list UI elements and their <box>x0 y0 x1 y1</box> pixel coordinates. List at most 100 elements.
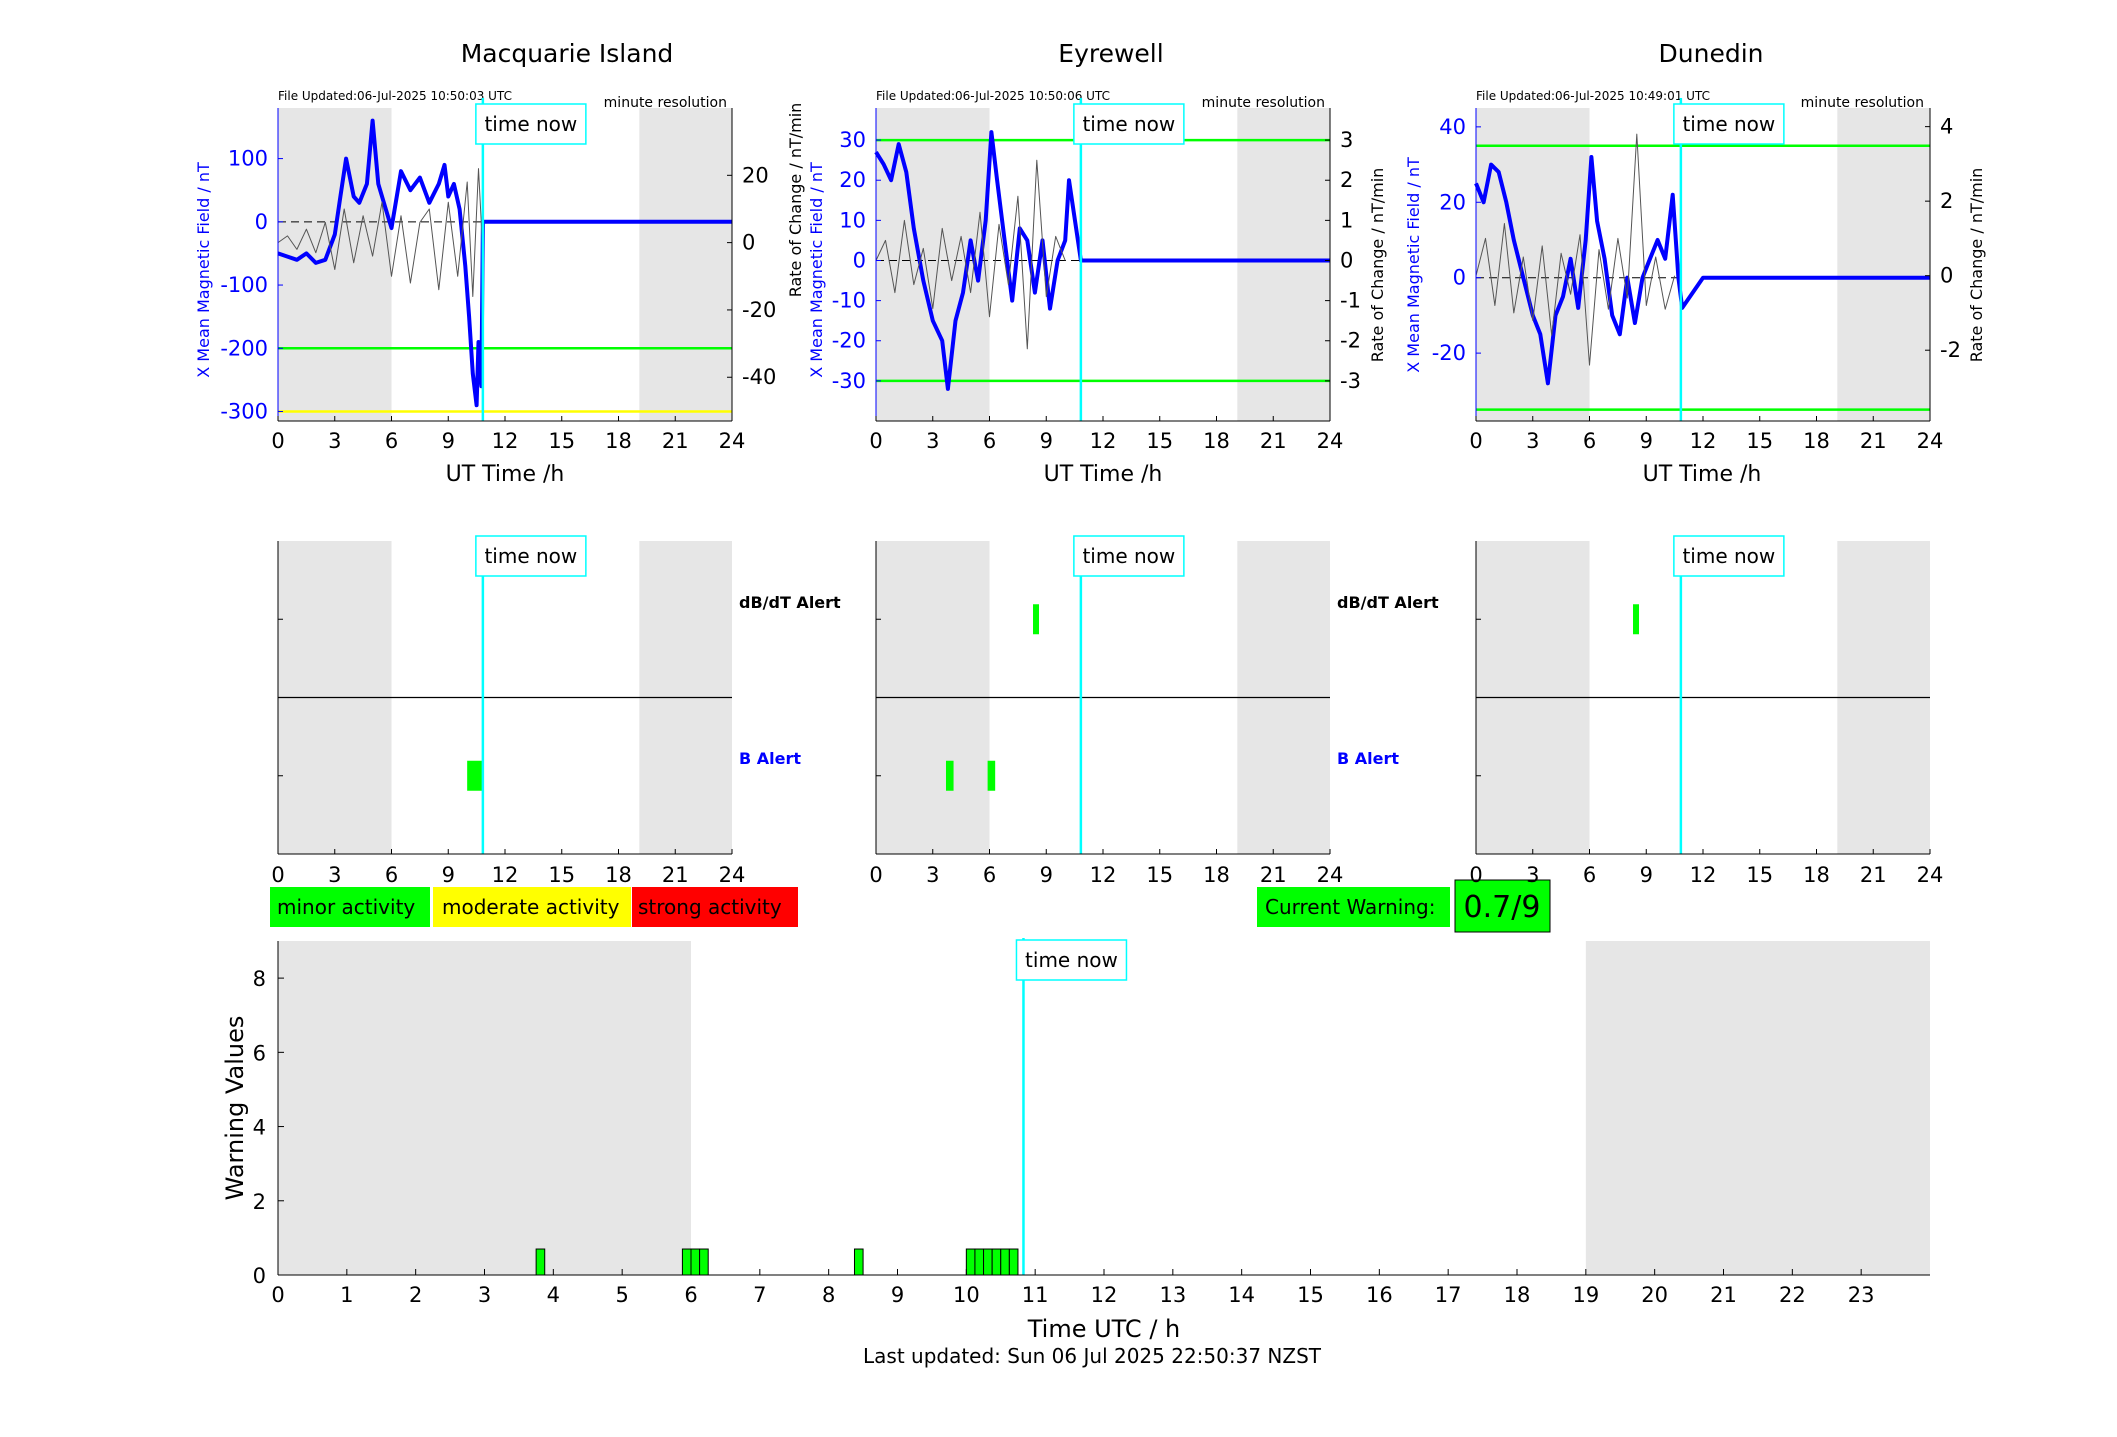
x-tick-label: 3 <box>926 863 939 887</box>
x-tick-label: 0 <box>271 429 284 453</box>
rate-series <box>1475 133 1676 366</box>
station-title-macquarie: Macquarie Island <box>461 39 674 68</box>
time-now-box <box>475 103 587 145</box>
alert-label-b-1: B Alert <box>739 749 801 768</box>
station-title-dunedin: Dunedin <box>1659 39 1764 68</box>
x-tick-label: 12 <box>1090 429 1117 453</box>
y-tick-label: -20 <box>1432 341 1466 365</box>
y-axis-label: Warning Values <box>221 1016 249 1201</box>
x-tick-label: 6 <box>385 429 398 453</box>
x-tick-label: 9 <box>442 429 455 453</box>
y-axis-left-label-dunedin: X Mean Magnetic Field / nT <box>1404 157 1423 373</box>
x-tick-label: 24 <box>719 863 746 887</box>
x-tick-label: 9 <box>1640 429 1653 453</box>
x-tick-label: 21 <box>662 863 689 887</box>
x-tick-label: 12 <box>1690 863 1717 887</box>
x-tick-label: 21 <box>1710 1283 1737 1307</box>
x-tick-label: 15 <box>548 429 575 453</box>
time-now-box <box>1015 939 1128 981</box>
x-tick-label: 3 <box>1526 863 1539 887</box>
resolution-dunedin: minute resolution <box>1801 95 1924 111</box>
night-shading <box>639 108 732 421</box>
x-tick-label: 3 <box>926 429 939 453</box>
file-updated-eyrewell: File Updated:06-Jul-2025 10:50:06 UTC <box>876 89 1110 103</box>
alert-labels: dB/dT Alert B Alert dB/dT Alert B Alert <box>739 593 1439 768</box>
time-now-label: time now <box>484 544 577 568</box>
x-tick-label: 14 <box>1228 1283 1255 1307</box>
x-tick-label: 24 <box>1917 863 1944 887</box>
y-tick-label: 100 <box>228 147 268 171</box>
x-tick-label: 24 <box>1317 429 1344 453</box>
x-axis-label: Time UTC / h <box>1027 1315 1181 1343</box>
y-axis-right-label-macquarie: Rate of Change / nT/min <box>786 103 805 298</box>
x-tick-label: 6 <box>684 1283 697 1307</box>
x-tick-label: 9 <box>1040 429 1053 453</box>
x-tick-label: 16 <box>1366 1283 1393 1307</box>
x-tick-label: 8 <box>822 1283 835 1307</box>
alert-label-dbdt-1: dB/dT Alert <box>739 593 841 612</box>
night-shading <box>876 108 990 421</box>
y-axis-left-label-eyrewell: X Mean Magnetic Field / nT <box>807 162 826 378</box>
x-tick-label: 20 <box>1641 1283 1668 1307</box>
x-tick-label: 10 <box>953 1283 980 1307</box>
x-tick-label: 0 <box>271 863 284 887</box>
station-title-eyrewell: Eyrewell <box>1058 39 1163 68</box>
warning-bar <box>699 1248 709 1276</box>
x-tick-label: 21 <box>1260 429 1287 453</box>
x-tick-label: 13 <box>1159 1283 1186 1307</box>
x-tick-label: 18 <box>1803 429 1830 453</box>
x-tick-label: 24 <box>1317 863 1344 887</box>
rate-series <box>875 159 1066 350</box>
warning-bar <box>1008 1248 1019 1276</box>
x-tick-label: 19 <box>1572 1283 1599 1307</box>
x-tick-label: 3 <box>328 429 341 453</box>
alert-label-b-2: B Alert <box>1337 749 1399 768</box>
x-tick-label: 21 <box>1260 863 1287 887</box>
night-shading <box>1237 108 1330 421</box>
time-now-box <box>1073 535 1185 577</box>
y-axis-labels-top: X Mean Magnetic Field / nT Rate of Chang… <box>194 103 1986 378</box>
y-tick-label: -200 <box>220 336 268 360</box>
x-tick-label: 18 <box>605 863 632 887</box>
x-axis-label-dunedin: UT Time /h <box>1643 462 1762 487</box>
x-tick-label: 11 <box>1022 1283 1049 1307</box>
alert-panel-2: time now 0 3 6 9 12 15 18 21 24 <box>869 535 1344 887</box>
y-tick-label: -300 <box>220 400 268 424</box>
y-tick-label: 2 <box>253 1190 266 1214</box>
x-tick-label: 18 <box>605 429 632 453</box>
time-now-box <box>475 535 587 577</box>
warning-bar <box>681 1248 692 1276</box>
field-series <box>874 130 1330 391</box>
y-tick-label: -10 <box>832 289 866 313</box>
legend-strong-label: strong activity <box>638 895 782 919</box>
time-now-label: time now <box>1025 948 1118 972</box>
resolution-macquarie: minute resolution <box>604 95 727 111</box>
y-tick-label: -100 <box>220 273 268 297</box>
y-right-tick-label: -2 <box>1340 329 1361 353</box>
time-now-label: time now <box>1682 112 1775 136</box>
x-tick-label: 21 <box>662 429 689 453</box>
dbdt-alert-mark <box>1633 604 1640 635</box>
time-now-box <box>1073 103 1185 145</box>
x-tick-label: 9 <box>1640 863 1653 887</box>
y-right-tick-label: 1 <box>1340 208 1353 232</box>
warning-bar <box>991 1248 1002 1276</box>
time-now-label: time now <box>1682 544 1775 568</box>
y-axis-right-label-dunedin: Rate of Change / nT/min <box>1967 168 1986 363</box>
y-tick-label: 8 <box>253 967 266 991</box>
y-tick-label: 20 <box>1439 190 1466 214</box>
time-now-label: time now <box>1082 544 1175 568</box>
x-tick-label: 7 <box>753 1283 766 1307</box>
x-axis-labels-top: UT Time /h UT Time /h UT Time /h <box>446 462 1762 487</box>
alert-label-dbdt-2: dB/dT Alert <box>1337 593 1439 612</box>
x-tick-label: 12 <box>1090 863 1117 887</box>
legend-moderate-label: moderate activity <box>442 895 620 919</box>
x-tick-label: 18 <box>1203 863 1230 887</box>
y-tick-label: 40 <box>1439 115 1466 139</box>
y-right-tick-label: 4 <box>1940 115 1953 139</box>
legend-minor-label: minor activity <box>277 895 415 919</box>
x-tick-label: 2 <box>409 1283 422 1307</box>
time-now-box <box>1673 535 1785 577</box>
